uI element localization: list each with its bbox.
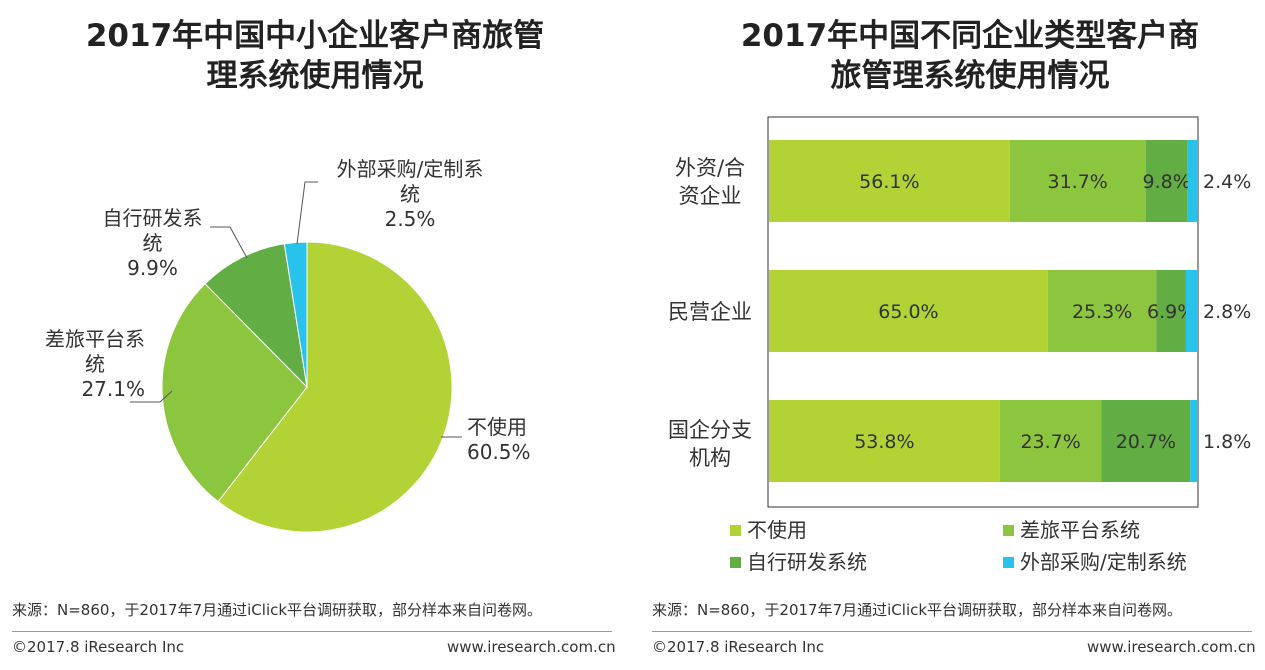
pie-label-travel-platform: 差旅平台系 统 27.1% xyxy=(20,327,145,402)
left-chart-title: 2017年中国中小企业客户商旅管 理系统使用情况 xyxy=(70,16,560,96)
pie-slice-no-use xyxy=(217,241,453,533)
pie-label-self-developed-name-2: 统 xyxy=(142,231,163,255)
pie-label-travel-platform-name-1: 差旅平台系 xyxy=(45,327,145,351)
legend-item-no-use: 不使用 xyxy=(730,518,807,542)
pie-slice-self-developed xyxy=(204,243,308,389)
legend-label-self-developed: 自行研发系统 xyxy=(747,550,867,574)
legend-item-external: 外部采购/定制系统 xyxy=(1003,550,1187,574)
leader-line-external xyxy=(296,181,318,245)
left-title-line-2: 理系统使用情况 xyxy=(206,58,424,94)
pie-label-self-developed-value: 9.9% xyxy=(127,256,178,280)
bar-0-external xyxy=(1187,140,1198,222)
bar-2-self-developed xyxy=(1101,400,1191,482)
bar-1-external xyxy=(1185,270,1198,352)
bar-0-self-developed xyxy=(1145,140,1188,222)
right-copyright: ©2017.8 iResearch Inc xyxy=(652,638,825,656)
pie-label-travel-platform-name-2: 统 xyxy=(85,352,105,376)
legend-label-external: 外部采购/定制系统 xyxy=(1020,550,1187,574)
bar-label-0-travel-platform: 31.7% xyxy=(1047,171,1107,193)
bar-label-1-travel-platform: 25.3% xyxy=(1072,301,1132,323)
leader-line-travel-platform xyxy=(130,390,173,403)
charts-canvas: 56.1% 31.7% 9.8% 2.4% 65.0% 25.3% 6.9% 2.8% 53.8… xyxy=(130,116,1251,533)
bar-2-external xyxy=(1190,400,1198,482)
pie-label-self-developed: 自行研发系 统 9.9% xyxy=(95,206,210,281)
bar-label-1-self-developed: 6.9% xyxy=(1147,301,1195,323)
legend-label-no-use: 不使用 xyxy=(747,518,807,542)
right-website: www.iresearch.com.cn xyxy=(1087,638,1256,656)
pie-label-no-use: 不使用 60.5% xyxy=(467,415,531,465)
left-copyright: ©2017.8 iResearch Inc xyxy=(12,638,185,656)
category-label-foreign: 外资/合 资企业 xyxy=(655,154,765,210)
right-source-note: 来源：N=860，于2017年7月通过iClick平台调研获取，部分样本来自问卷… xyxy=(652,601,1183,619)
bar-2-travel-platform xyxy=(999,400,1102,482)
bar-label-2-travel-platform: 23.7% xyxy=(1020,431,1080,453)
bar-label-0-self-developed: 9.8% xyxy=(1143,171,1191,193)
bar-2-no-use xyxy=(769,400,1000,482)
bar-label-0-external: 2.4% xyxy=(1203,171,1251,193)
right-title-line-2: 旅管理系统使用情况 xyxy=(830,58,1110,94)
bar-label-2-self-developed: 20.7% xyxy=(1116,431,1176,453)
legend-swatch-self-developed xyxy=(730,557,741,568)
bar-label-0-no-use: 56.1% xyxy=(859,171,919,193)
bar-label-1-no-use: 65.0% xyxy=(878,301,938,323)
bar-0-travel-platform xyxy=(1009,140,1146,222)
category-foreign-line-1: 外资/合 xyxy=(674,156,746,180)
pie-slice-external xyxy=(283,241,308,388)
legend-item-self-developed: 自行研发系统 xyxy=(730,550,867,574)
pie-label-no-use-name: 不使用 xyxy=(467,415,527,439)
right-title-line-1: 2017年中国不同企业类型客户商 xyxy=(740,18,1200,54)
pie-label-external-name-2: 统 xyxy=(400,182,420,206)
bar-label-2-no-use: 53.8% xyxy=(854,431,914,453)
legend-swatch-external xyxy=(1003,557,1014,568)
pie-label-external-name-1: 外部采购/定制系 xyxy=(336,157,484,181)
category-label-private: 民营企业 xyxy=(655,298,765,326)
bar-label-2-external: 1.8% xyxy=(1203,431,1251,453)
pie-label-no-use-value: 60.5% xyxy=(467,440,531,464)
leader-line-self-developed xyxy=(210,226,248,259)
legend-swatch-no-use xyxy=(730,525,741,536)
category-foreign-line-2: 资企业 xyxy=(678,184,742,208)
legend-swatch-travel-platform xyxy=(1003,525,1014,536)
bar-0-no-use xyxy=(769,140,1010,222)
pie-slice-travel-platform xyxy=(161,283,308,503)
pie-label-self-developed-name-1: 自行研发系 xyxy=(102,206,203,230)
right-chart-title: 2017年中国不同企业类型客户商 旅管理系统使用情况 xyxy=(700,16,1240,96)
left-website: www.iresearch.com.cn xyxy=(447,638,616,656)
bar-label-1-external: 2.8% xyxy=(1203,301,1251,323)
left-footer-divider xyxy=(12,631,612,632)
pie-label-external-value: 2.5% xyxy=(384,207,436,231)
bar-1-self-developed xyxy=(1156,270,1186,352)
pie-label-travel-platform-value: 27.1% xyxy=(81,377,145,401)
bar-1-no-use xyxy=(769,270,1048,352)
left-source-note: 来源：N=860，于2017年7月通过iClick平台调研获取，部分样本来自问卷… xyxy=(12,601,543,619)
bar-1-travel-platform xyxy=(1047,270,1157,352)
category-soe-line-1: 国企分支 xyxy=(668,418,752,442)
category-soe-line-2: 机构 xyxy=(689,446,731,470)
category-private-line-1: 民营企业 xyxy=(668,300,752,324)
left-title-line-1: 2017年中国中小企业客户商旅管 xyxy=(85,18,545,54)
legend-item-travel-platform: 差旅平台系统 xyxy=(1003,518,1140,542)
pie-label-external: 外部采购/定制系 统 2.5% xyxy=(320,157,500,232)
category-label-soe: 国企分支 机构 xyxy=(655,416,765,472)
legend-label-travel-platform: 差旅平台系统 xyxy=(1020,518,1140,542)
right-footer-divider xyxy=(652,631,1252,632)
